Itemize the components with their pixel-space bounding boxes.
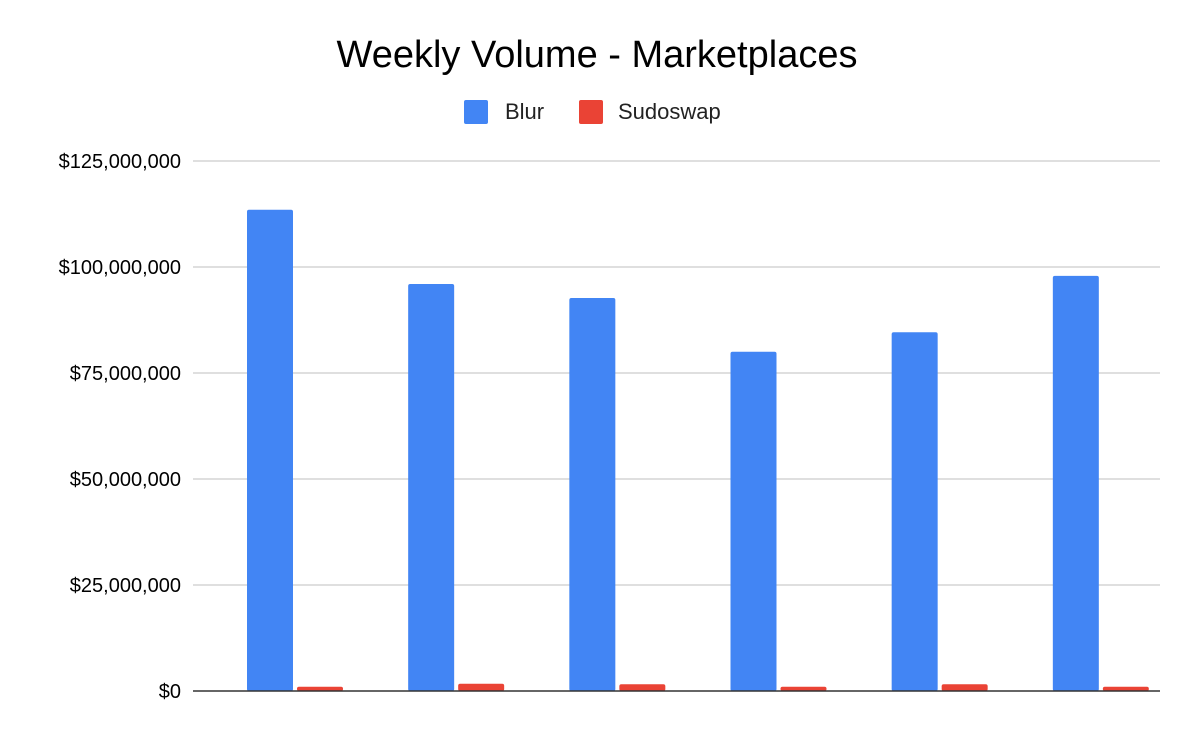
y-tick-label: $0 (159, 681, 181, 703)
y-tick-label: $125,000,000 (59, 151, 181, 173)
y-tick-label: $75,000,000 (70, 363, 181, 385)
chart-title: Weekly Volume - Marketplaces (337, 34, 858, 76)
y-tick-label: $50,000,000 (70, 469, 181, 491)
bar-sudoswap-5 (941, 684, 988, 691)
bar-blur-2 (408, 283, 455, 691)
gridlines (193, 160, 1160, 586)
bar-blur-6 (1052, 275, 1099, 691)
bar-blur-1 (247, 209, 293, 691)
y-tick-label: $100,000,000 (59, 257, 181, 279)
bar-sudoswap-6 (1102, 686, 1149, 691)
y-axis-ticks: $0 $25,000,000 $50,000,000 $75,000,000 $100,… (59, 151, 181, 703)
bar-sudoswap-4 (780, 686, 827, 691)
bar-blur-3 (569, 297, 616, 691)
bar-sudoswap-2 (458, 683, 505, 691)
bar-sudoswap-3 (619, 684, 666, 691)
y-tick-label: $25,000,000 (70, 575, 181, 597)
bars (247, 209, 1149, 691)
legend-label-blur: Blur (505, 99, 544, 124)
legend-swatch-blur (464, 100, 488, 124)
legend-label-sudoswap: Sudoswap (618, 99, 721, 124)
legend: Blur Sudoswap (464, 99, 721, 124)
bar-blur-4 (730, 351, 777, 691)
bar-sudoswap-1 (297, 686, 343, 691)
legend-swatch-sudoswap (579, 100, 603, 124)
bar-blur-5 (891, 332, 938, 691)
